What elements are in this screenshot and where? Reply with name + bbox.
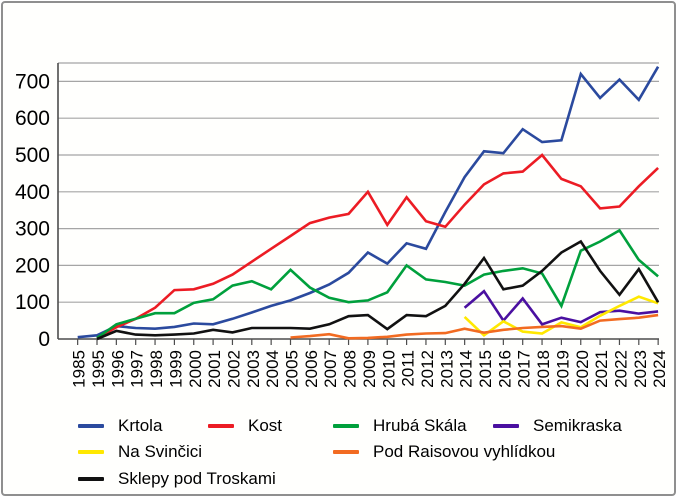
series-line-sklepy-pod-troskami: [96, 239, 660, 341]
x-tick-label-1996: 1996: [108, 350, 127, 388]
x-tick-label-1997: 1997: [128, 350, 147, 388]
legend-swatch-na-svincici: [78, 450, 104, 454]
legend-swatch-pod-raisovou-vyhlidkou: [333, 450, 359, 454]
x-tick-label-2023: 2023: [631, 350, 650, 388]
series-line-na-svincici: [463, 295, 659, 337]
legend-label-pod-raisovou-vyhlidkou: Pod Raisovou vyhlídkou: [373, 442, 556, 461]
x-tick-label-2019: 2019: [553, 350, 572, 388]
legend-item-sklepy-pod-troskami: Sklepy pod Troskami: [78, 469, 276, 489]
x-tick-label-1995: 1995: [89, 350, 108, 388]
x-tick-label-2003: 2003: [244, 350, 263, 388]
legend-item-kost: Kost: [208, 416, 282, 436]
chart-legend: Krtola Kost Hrubá Skála Semikraska Na Svinči…: [3, 407, 674, 494]
x-tick-label-2016: 2016: [495, 350, 514, 388]
series-line-hruba-skala: [96, 228, 659, 339]
x-tick-label-2020: 2020: [573, 350, 592, 388]
y-tick-label-200: 200: [15, 254, 50, 277]
x-tick-label-2013: 2013: [437, 350, 456, 388]
series-line-kost: [96, 153, 659, 340]
y-tick-label-500: 500: [15, 144, 50, 167]
x-tick-label-2011: 2011: [399, 350, 418, 387]
y-tick-label-700: 700: [15, 70, 50, 93]
series-line-semikraska: [463, 289, 659, 326]
x-tick-label-2012: 2012: [418, 350, 437, 388]
x-tick-label-2008: 2008: [341, 350, 360, 388]
y-tick-label-100: 100: [15, 291, 50, 314]
x-tick-label-1999: 1999: [166, 350, 185, 388]
x-tick-label-2010: 2010: [379, 350, 398, 388]
x-tick-label-2006: 2006: [302, 350, 321, 388]
x-tick-label-2024: 2024: [650, 350, 669, 388]
x-tick-label-2014: 2014: [457, 350, 476, 388]
y-tick-label-600: 600: [15, 107, 50, 130]
legend-item-krtola: Krtola: [78, 416, 162, 436]
legend-label-krtola: Krtola: [118, 416, 163, 435]
x-tick-label-2000: 2000: [186, 350, 205, 388]
x-tick-label-2002: 2002: [224, 350, 243, 388]
x-tick-label-2004: 2004: [263, 350, 282, 388]
x-tick-label-2005: 2005: [283, 350, 302, 388]
legend-swatch-krtola: [78, 424, 104, 428]
series-line-krtola: [77, 66, 660, 339]
legend-item-pod-raisovou-vyhlidkou: Pod Raisovou vyhlídkou: [333, 442, 555, 462]
x-tick-label-1985: 1985: [70, 350, 89, 388]
series-line-pod-raisovou-vyhlidkou: [290, 313, 659, 340]
line-chart-figure: 0 100 200 300 400 500 600 700 1985 1995 1996 1997 19…: [1, 1, 676, 496]
y-tick-label-300: 300: [15, 218, 50, 241]
x-tick-label-2015: 2015: [476, 350, 495, 388]
x-tick-label-2001: 2001: [205, 350, 224, 388]
x-tick-label-2018: 2018: [534, 350, 553, 388]
legend-label-kost: Kost: [248, 416, 283, 435]
y-tick-label-400: 400: [15, 181, 50, 204]
x-tick-label-2007: 2007: [321, 350, 340, 388]
x-tick-label-2022: 2022: [611, 350, 630, 388]
x-tick-label-1998: 1998: [147, 350, 166, 388]
legend-label-sklepy-pod-troskami: Sklepy pod Troskami: [118, 469, 276, 488]
legend-item-na-svincici: Na Svinčici: [78, 442, 202, 462]
legend-item-semikraska: Semikraska: [493, 416, 622, 436]
legend-swatch-semikraska: [493, 424, 519, 428]
legend-swatch-sklepy-pod-troskami: [78, 477, 104, 481]
legend-label-na-svincici: Na Svinčici: [118, 442, 203, 461]
legend-item-hruba-skala: Hrubá Skála: [333, 416, 467, 436]
legend-label-semikraska: Semikraska: [533, 416, 622, 435]
legend-swatch-kost: [208, 424, 234, 428]
x-tick-label-2021: 2021: [592, 350, 611, 388]
y-tick-label-0: 0: [38, 328, 50, 351]
x-tick-label-2017: 2017: [515, 350, 534, 388]
x-tick-label-2009: 2009: [360, 350, 379, 388]
legend-label-hruba-skala: Hrubá Skála: [373, 416, 467, 435]
legend-swatch-hruba-skala: [333, 424, 359, 428]
